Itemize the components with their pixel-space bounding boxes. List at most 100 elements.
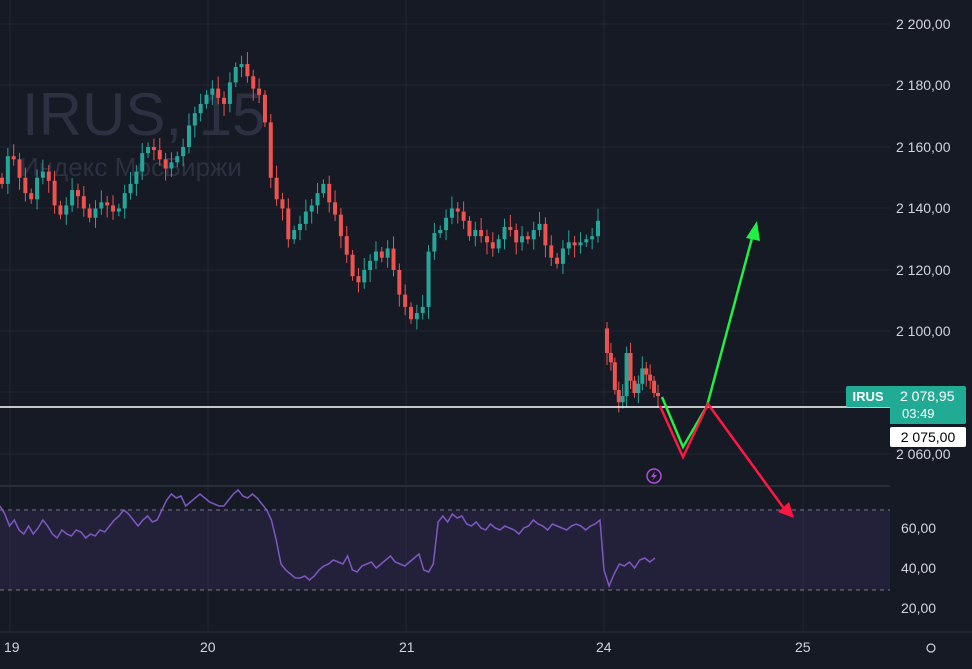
bull-arrowhead-icon bbox=[746, 221, 760, 241]
candle-body bbox=[298, 223, 302, 231]
candle-body bbox=[616, 389, 621, 403]
candle-body bbox=[537, 223, 542, 231]
candle-body bbox=[23, 177, 28, 194]
candle-body bbox=[479, 230, 484, 237]
candle-body bbox=[350, 254, 355, 277]
candle-body bbox=[333, 202, 338, 215]
rsi-tick: 60,00 bbox=[901, 520, 936, 536]
bull-scenario-path[interactable] bbox=[660, 396, 709, 450]
price-tick: 2 060,00 bbox=[896, 446, 951, 462]
candle-body bbox=[204, 94, 209, 104]
candle-body bbox=[327, 183, 332, 203]
candle-body bbox=[181, 147, 186, 157]
rsi-line bbox=[0, 488, 656, 589]
candle-body bbox=[636, 383, 641, 393]
candle-body bbox=[274, 177, 279, 200]
candle-body bbox=[484, 236, 489, 243]
candle-body bbox=[17, 159, 22, 178]
candle-body bbox=[578, 242, 583, 246]
price-tick: 2 120,00 bbox=[896, 262, 951, 278]
candle-body bbox=[216, 88, 221, 98]
candle-body bbox=[373, 251, 378, 261]
candle-body bbox=[245, 63, 250, 77]
candle-body bbox=[362, 270, 367, 283]
price-tick: 2 160,00 bbox=[896, 139, 951, 155]
candle-body bbox=[280, 199, 285, 209]
candle-body bbox=[525, 236, 530, 240]
candle-body bbox=[227, 82, 232, 104]
bear-arrowhead-icon bbox=[778, 502, 794, 518]
candle-body bbox=[70, 190, 75, 206]
candle-body bbox=[29, 193, 34, 200]
candle-body bbox=[268, 122, 273, 178]
candle-body bbox=[368, 260, 373, 270]
candle-body bbox=[315, 193, 320, 206]
candle-body bbox=[157, 150, 162, 160]
candle-body bbox=[391, 248, 396, 270]
candle-body bbox=[338, 214, 343, 237]
candle-body bbox=[555, 257, 560, 264]
candle-body bbox=[420, 306, 425, 314]
candle-body bbox=[566, 242, 571, 249]
candle-body bbox=[99, 202, 104, 209]
candle-body bbox=[52, 180, 57, 206]
candle-body bbox=[186, 125, 191, 147]
candle-body bbox=[490, 242, 495, 249]
bull-scenario-arrow[interactable] bbox=[705, 226, 757, 407]
candle-body bbox=[432, 233, 437, 252]
rsi-tick: 20,00 bbox=[901, 600, 936, 616]
time-tick: 20 bbox=[200, 639, 216, 655]
candle-body bbox=[652, 380, 657, 393]
candle-body bbox=[5, 156, 10, 184]
candle-body bbox=[520, 236, 525, 243]
candle-body bbox=[620, 396, 625, 403]
bar-countdown: 03:49 bbox=[902, 406, 935, 421]
candle-body bbox=[414, 313, 419, 320]
candle-body bbox=[656, 393, 660, 397]
candle-body bbox=[35, 177, 40, 200]
candle-body bbox=[473, 230, 478, 237]
candle-body bbox=[262, 94, 267, 123]
time-tick: 19 bbox=[4, 639, 20, 655]
candle-body bbox=[560, 248, 565, 264]
candle-body bbox=[192, 113, 197, 126]
candle-body bbox=[640, 368, 645, 384]
candle-body bbox=[257, 88, 262, 95]
candle-body bbox=[175, 156, 180, 163]
candle-body bbox=[628, 353, 633, 381]
time-tick: 25 bbox=[795, 639, 811, 655]
candle-body bbox=[608, 353, 613, 363]
candle-body bbox=[233, 67, 238, 83]
candle-body bbox=[128, 183, 133, 194]
candle-body bbox=[426, 251, 431, 307]
candle-body bbox=[140, 153, 145, 172]
candle-body bbox=[251, 76, 256, 89]
lightning-icon bbox=[651, 471, 657, 481]
settings-gear-icon[interactable] bbox=[926, 643, 936, 653]
candle-body bbox=[356, 276, 361, 283]
bear-scenario-path[interactable] bbox=[658, 401, 790, 515]
candle-body bbox=[590, 236, 595, 240]
candle-body bbox=[502, 226, 507, 240]
candle-body bbox=[239, 63, 244, 68]
candle-body bbox=[344, 236, 349, 255]
symbol-price-label: IRUS bbox=[846, 386, 890, 407]
candle-body bbox=[87, 208, 92, 218]
candle-body bbox=[40, 171, 45, 178]
candle-body bbox=[169, 162, 174, 169]
candle-body bbox=[508, 226, 513, 231]
level-price-label: 2 075,00 bbox=[890, 427, 966, 447]
candle-body bbox=[146, 147, 151, 154]
candle-body bbox=[644, 368, 649, 375]
candle-body bbox=[397, 270, 402, 295]
time-tick: 24 bbox=[596, 639, 612, 655]
candle-body bbox=[467, 220, 472, 237]
price-tick: 2 100,00 bbox=[896, 323, 951, 339]
candle-body bbox=[0, 177, 4, 184]
candle-body bbox=[116, 208, 121, 212]
candle-body bbox=[632, 380, 637, 393]
rsi-tick: 40,00 bbox=[901, 560, 936, 576]
time-tick: 21 bbox=[399, 639, 415, 655]
